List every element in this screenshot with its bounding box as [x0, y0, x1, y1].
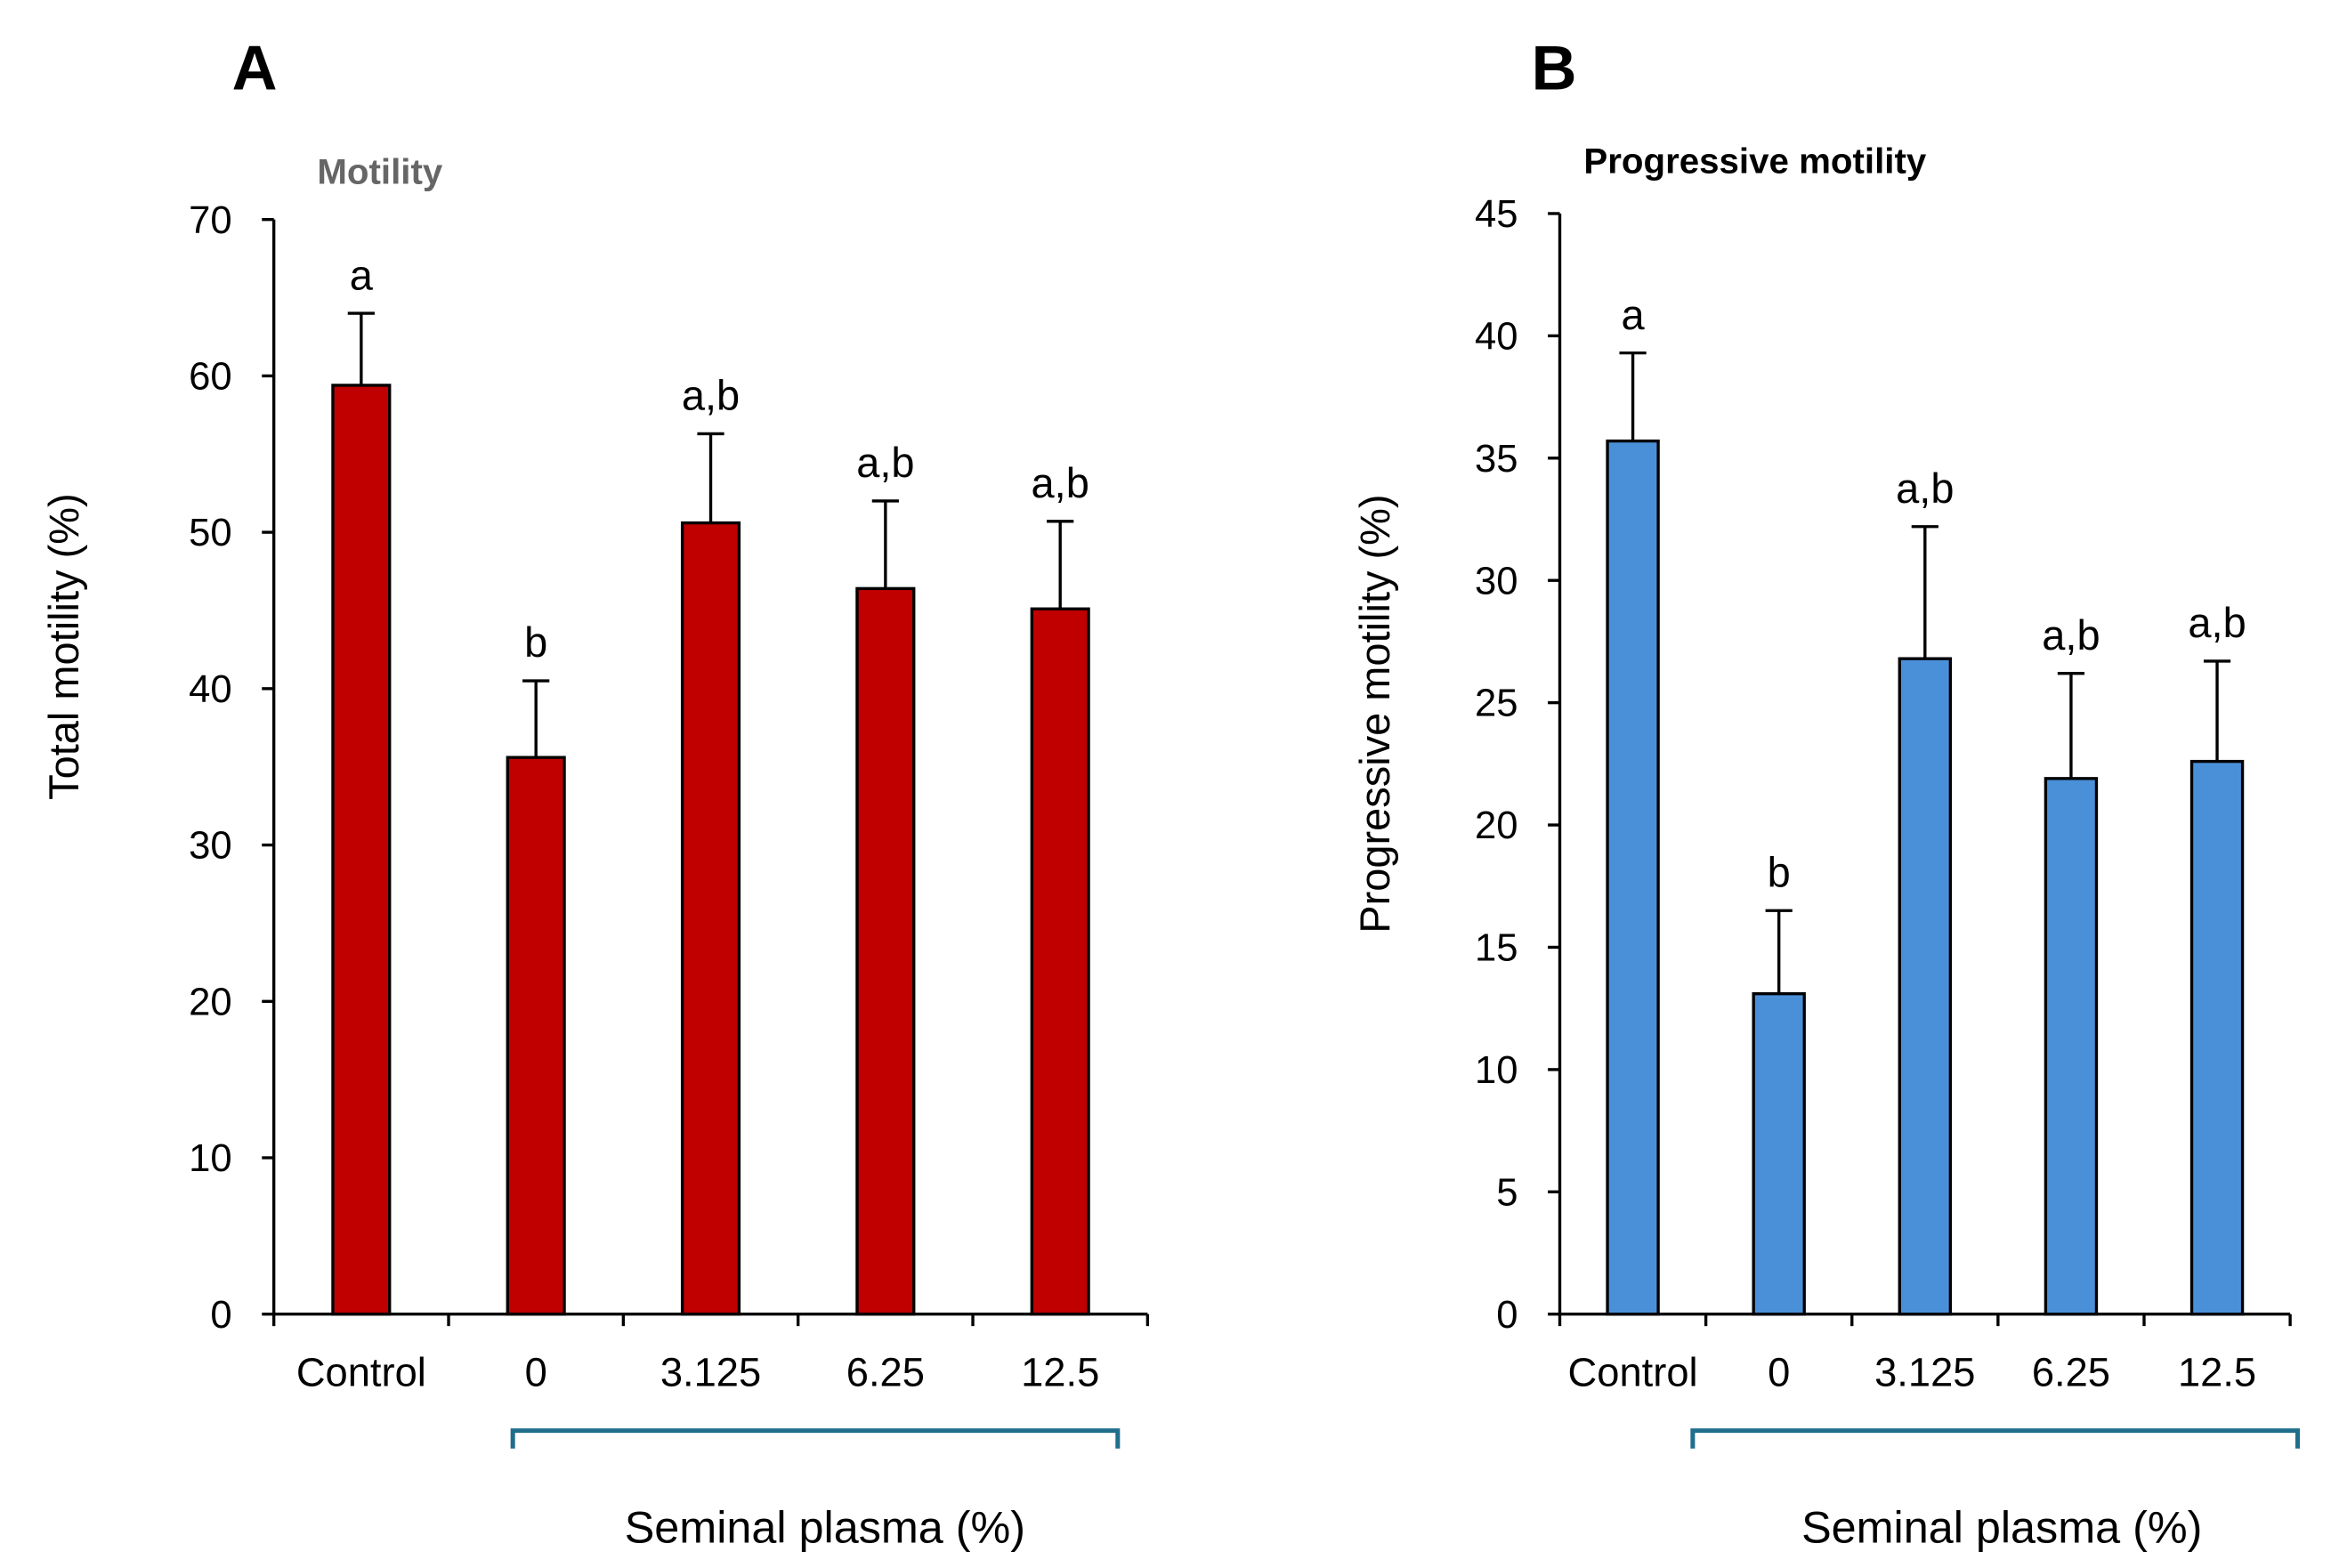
y-tick-label-b: 20: [1475, 804, 1518, 847]
x-tick-label-a: 3.125: [660, 1349, 761, 1394]
bar-b: [1752, 992, 1806, 1316]
y-tick-label-b: 15: [1475, 927, 1518, 970]
group-bracket-b: [1690, 1428, 2301, 1449]
significance-letter-b: a,b: [2042, 611, 2100, 659]
y-tick-label-a: 20: [189, 981, 232, 1023]
y-tick-label-a: 50: [189, 512, 232, 554]
x-axis-label-a: Seminal plasma (%): [625, 1501, 1025, 1552]
y-tick-label-b: 10: [1475, 1049, 1518, 1092]
x-tick-label-b: 3.125: [1874, 1349, 1975, 1394]
y-tick-label-b: 40: [1475, 315, 1518, 358]
x-tick-label-a: 6.25: [846, 1349, 925, 1394]
y-axis-label-b: Progressive motility (%): [1351, 494, 1398, 933]
significance-letter-b: a,b: [2188, 599, 2246, 646]
y-tick-label-b: 0: [1496, 1294, 1518, 1337]
x-tick-label-a: Control: [296, 1349, 426, 1394]
x-tick-label-b: 0: [1768, 1349, 1790, 1394]
bar-b: [1606, 439, 1660, 1316]
x-tick-label-b: 12.5: [2178, 1349, 2256, 1394]
bar-b: [1898, 657, 1953, 1316]
y-tick-label-a: 60: [189, 356, 232, 399]
significance-letter-a: b: [524, 618, 547, 666]
bar-a: [680, 521, 741, 1316]
panel-label-a: A: [232, 33, 278, 103]
significance-letter-b: b: [1768, 848, 1791, 895]
y-tick-label-a: 0: [210, 1294, 231, 1337]
y-axis-label-a: Total motility (%): [40, 493, 87, 799]
y-tick-label-b: 30: [1475, 560, 1518, 602]
chart-title-a: Motility: [317, 151, 443, 191]
bar-a: [506, 756, 566, 1316]
bar-a: [855, 586, 916, 1316]
x-tick-label-a: 0: [525, 1349, 547, 1394]
group-bracket-a: [510, 1428, 1121, 1449]
panel-label-b: B: [1532, 33, 1577, 103]
y-tick-label-b: 5: [1496, 1171, 1518, 1214]
y-tick-label-a: 40: [189, 668, 232, 711]
y-tick-label-b: 45: [1475, 193, 1518, 236]
significance-letter-a: a,b: [682, 372, 740, 419]
significance-letter-a: a,b: [1032, 459, 1089, 506]
bar-b: [2044, 777, 2099, 1316]
y-tick-label-a: 30: [189, 825, 232, 868]
y-tick-label-b: 25: [1475, 683, 1518, 725]
significance-letter-b: a: [1622, 291, 1646, 338]
bar-a: [331, 384, 392, 1316]
x-tick-label-b: Control: [1568, 1349, 1698, 1394]
x-tick-label-b: 6.25: [2032, 1349, 2110, 1394]
x-tick-label-a: 12.5: [1021, 1349, 1099, 1394]
y-tick-label-a: 10: [189, 1137, 232, 1180]
significance-letter-a: a: [350, 251, 374, 298]
bar-a: [1030, 607, 1090, 1316]
y-tick-label-a: 70: [189, 199, 232, 242]
chart-title-b: Progressive motility: [1583, 141, 1927, 182]
bar-b: [2189, 759, 2245, 1316]
significance-letter-a: a,b: [856, 439, 914, 486]
significance-letter-b: a,b: [1896, 465, 1954, 512]
y-tick-label-b: 35: [1475, 438, 1518, 481]
x-axis-label-b: Seminal plasma (%): [1801, 1501, 2202, 1552]
